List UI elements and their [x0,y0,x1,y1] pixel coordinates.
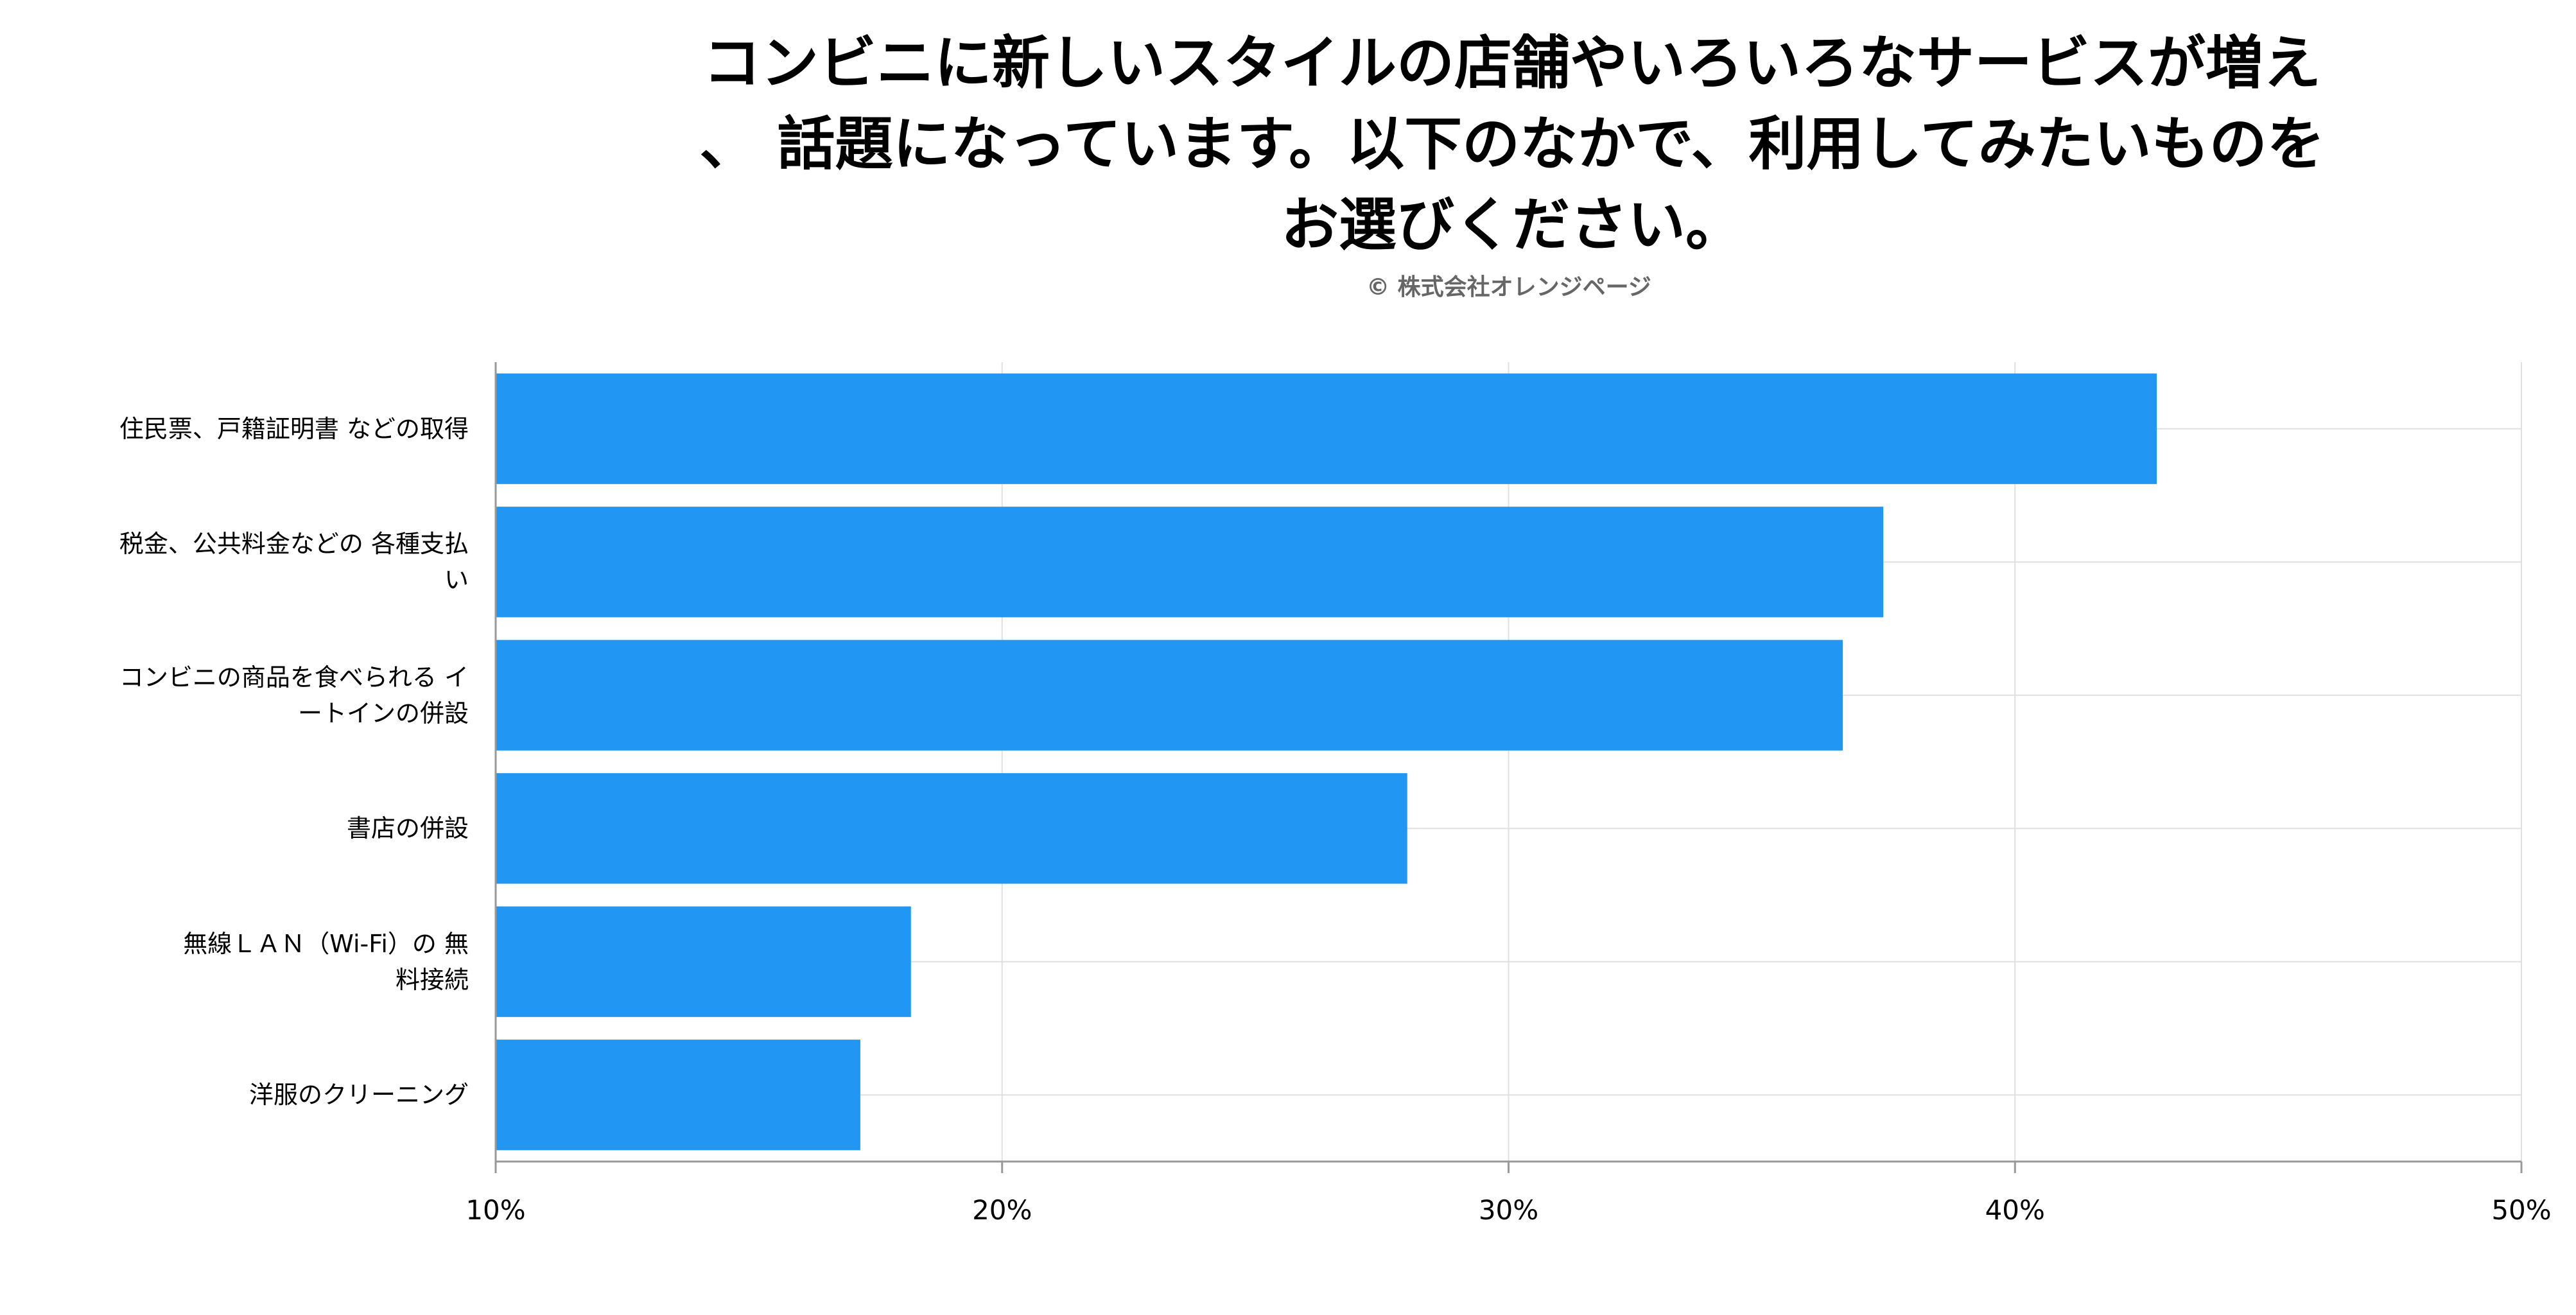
y-category-label-line: ートインの併設 [297,699,469,727]
y-category-label: コンビニの商品を食べられる イートインの併設 [26,659,469,731]
x-tick-label: 50% [2491,1194,2551,1226]
y-category-label-line: 無線ＬＡＮ（Wi-Fi）の 無 [183,929,469,958]
y-category-label: 無線ＬＡＮ（Wi-Fi）の 無料接続 [26,926,469,998]
chart-title-line: お選びください。 [1281,191,1743,259]
chart-title: コンビニに新しいスタイルの店舗やいろいろなサービスが増え 、 話題になっています… [629,23,2395,266]
bar [496,1040,860,1151]
copyright-note: © 株式会社オレンジページ [1366,274,1651,300]
bar [496,507,1884,618]
chart-title-line: コンビニに新しいスタイルの店舗やいろいろなサービスが増え [703,30,2321,97]
bar [496,640,1843,751]
y-category-label-line: 洋服のクリーニング [248,1081,469,1110]
y-category-label-line: 書店の併設 [346,814,469,843]
y-category-label-line: い [444,566,469,595]
chart-title-line: 、 話題になっています。以下のなかで、利用してみたいものを [699,110,2325,178]
y-category-label-line: 住民票、戸籍証明書 などの取得 [119,414,469,443]
x-tick-label: 10% [466,1194,525,1226]
bar [496,773,1407,884]
x-tick-label: 30% [1479,1194,1538,1226]
y-category-label: 住民票、戸籍証明書 などの取得 [26,411,469,447]
bar [496,906,911,1017]
y-category-label-line: 料接続 [395,965,469,994]
x-tick-label: 40% [1985,1194,2045,1226]
y-category-label: 洋服のクリーニング [26,1077,469,1113]
y-category-label: 税金、公共料金などの 各種支払い [26,526,469,598]
y-category-label-line: 税金、公共料金などの 各種支払 [119,530,469,559]
x-tick-label: 20% [972,1194,1032,1226]
y-category-label-line: コンビニの商品を食べられる イ [119,663,469,692]
bar [496,373,2157,484]
y-category-label: 書店の併設 [26,810,469,846]
